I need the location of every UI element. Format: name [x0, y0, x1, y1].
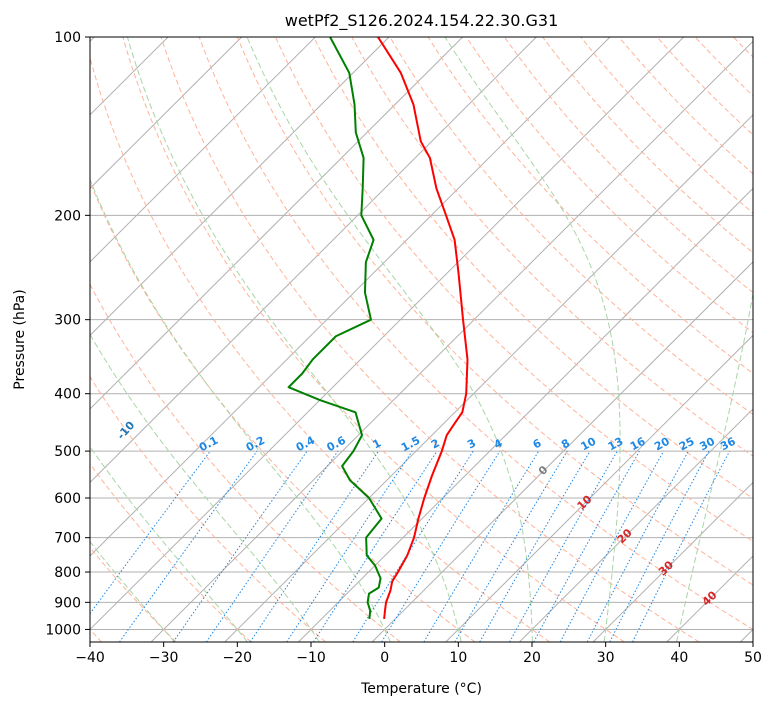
isotherm-line: [90, 37, 611, 557]
x-tick-label: 30: [597, 650, 615, 666]
moist-adiabat-line: [444, 37, 621, 642]
moist-adiabat-line: [126, 37, 462, 642]
dry-adiabat-line: [90, 283, 401, 642]
data-series: [287, 37, 469, 620]
x-tick-label: −10: [296, 650, 326, 666]
dry-adiabat-line: [694, 37, 753, 97]
mixing-ratio-label: 4: [492, 436, 505, 451]
x-tick-label: −40: [75, 650, 105, 666]
mixing-ratio-line: [509, 450, 618, 642]
x-axis-title: Temperature (°C): [360, 681, 482, 697]
mixing-ratio-line: [90, 450, 211, 615]
moist-adiabat-line: [90, 540, 175, 642]
isotherm-line: [90, 37, 243, 190]
dry-adiabat-line: [122, 37, 625, 642]
y-tick-label: 1000: [45, 622, 81, 638]
mixing-ratio-line: [119, 450, 258, 642]
mixing-ratio-label: 2: [429, 436, 442, 451]
mixing-ratio-line: [381, 450, 501, 642]
mixing-ratio-line: [172, 450, 308, 642]
chart-title: wetPf2_S126.2024.154.22.30.G31: [285, 11, 559, 31]
mixing-ratio-line: [533, 450, 640, 642]
moist-adiabat-line: [246, 37, 533, 642]
isotherm-line: [371, 261, 753, 642]
dry-adiabat-line: [580, 37, 753, 214]
background-lines: [90, 37, 775, 642]
x-tick-label: 40: [670, 650, 688, 666]
dry-adiabat-line: [90, 180, 476, 642]
x-tick-label: 10: [449, 650, 467, 666]
moist-adiabat-line: [90, 178, 391, 642]
mixing-ratio-line: [479, 450, 591, 642]
moist-adiabat-line: [90, 445, 248, 642]
mixing-ratio-label: 20: [652, 435, 672, 454]
dry-adiabat-line: [198, 37, 753, 631]
y-axis-title: Pressure (hPa): [12, 289, 28, 389]
mixing-ratio-label: 16: [628, 435, 648, 454]
isotherm-line: [90, 37, 390, 337]
mixing-ratio-line: [286, 450, 413, 642]
isotherm-line: [90, 37, 685, 631]
y-tick-label: 900: [54, 595, 81, 611]
dewpoint-profile-line: [287, 37, 383, 620]
mixing-ratio-line: [559, 450, 665, 642]
mixing-ratio-label: 1: [370, 436, 383, 451]
dry-adiabat-line: [351, 37, 753, 457]
mixing-ratio-label: 6: [531, 436, 544, 451]
x-tick-label: 50: [744, 650, 762, 666]
mixing-ratio-label: 13: [606, 435, 626, 454]
y-tick-label: 800: [54, 565, 81, 581]
temperature-profile-line: [377, 37, 469, 620]
y-tick-label: 200: [54, 208, 81, 224]
mixing-ratio-label: 3: [465, 436, 478, 451]
x-tick-label: −30: [149, 650, 179, 666]
dry-adiabat-line: [772, 37, 775, 642]
dry-adiabat-line: [90, 462, 252, 642]
line-labels: 0.1 0.2 0.4 0.6 1 1.5 2 3 4 6 8 10 13 16 20 25 30 36-1001…: [114, 418, 738, 608]
mixing-ratio-label: 10: [579, 435, 599, 454]
y-tick-label: 500: [54, 444, 81, 460]
dry-adiabat-line: [504, 37, 753, 294]
x-tick-label: 20: [523, 650, 541, 666]
isotherm-line: [90, 37, 537, 484]
dry-adiabat-line: [389, 37, 753, 416]
isotherm-line: [445, 334, 753, 642]
isotherm-line: [666, 555, 753, 642]
dry-adiabat-line: [236, 37, 753, 586]
y-tick-label: 600: [54, 491, 81, 507]
isotherm-label: 30: [656, 558, 676, 578]
mixing-ratio-line: [313, 450, 438, 642]
isotherm-line: [90, 37, 316, 263]
dry-adiabat-line: [275, 37, 753, 542]
axes: −40 −30 −20 −10 0 10 20 30 40 50 100 200 300 400 500 60…: [45, 30, 762, 666]
mixing-ratio-line: [586, 450, 689, 642]
y-tick-label: 700: [54, 531, 81, 547]
mixing-ratio-line: [632, 450, 731, 642]
dry-adiabat-line: [90, 375, 326, 642]
isotherm-line: [224, 114, 753, 642]
isotherm-line: [519, 408, 753, 642]
dry-adiabat-line: [465, 37, 753, 334]
dry-adiabat-line: [90, 55, 551, 642]
moist-adiabat-line: [676, 290, 753, 642]
mixing-ratio-label: 36: [718, 435, 738, 454]
y-tick-label: 300: [54, 313, 81, 329]
x-tick-label: 0: [380, 650, 389, 666]
x-tick-label: −20: [223, 650, 253, 666]
mixing-ratio-line: [352, 450, 474, 642]
y-tick-label: 100: [54, 30, 81, 46]
isotherm-line: [90, 37, 464, 410]
mixing-ratio-label: 25: [677, 435, 697, 454]
y-tick-label: 400: [54, 387, 81, 403]
isotherm-line: [150, 40, 753, 642]
plot-frame: [89, 36, 754, 643]
dry-adiabat-line: [160, 37, 700, 642]
mixing-ratio-line: [609, 450, 710, 642]
mixing-ratio-label: 30: [697, 435, 717, 454]
isotherm-line: [592, 481, 753, 642]
mixing-ratio-line: [205, 450, 339, 642]
dry-adiabat-line: [313, 37, 753, 499]
